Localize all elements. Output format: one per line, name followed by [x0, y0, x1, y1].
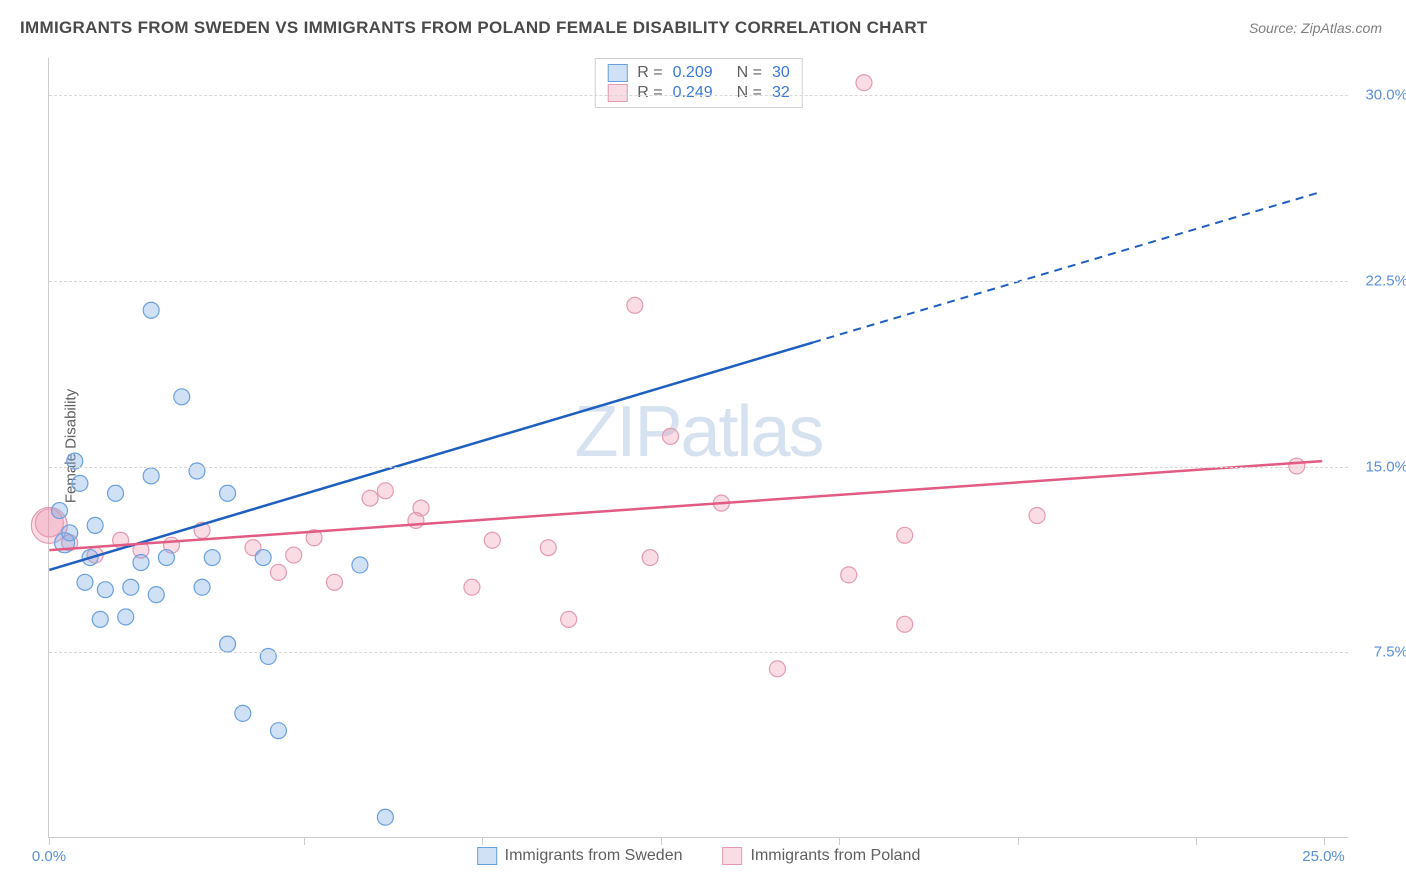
scatter-point-sweden — [235, 705, 251, 721]
r-label: R = — [637, 64, 662, 82]
scatter-point-poland — [769, 661, 785, 677]
scatter-point-sweden — [97, 582, 113, 598]
scatter-point-sweden — [174, 389, 190, 405]
scatter-point-poland — [856, 75, 872, 91]
n-label: N = — [737, 64, 762, 82]
x-tick — [1324, 837, 1325, 845]
scatter-point-sweden — [123, 579, 139, 595]
scatter-point-sweden — [260, 648, 276, 664]
trendline-sweden-dashed — [813, 192, 1322, 343]
scatter-point-sweden — [87, 517, 103, 533]
legend-label-sweden: Immigrants from Sweden — [505, 847, 683, 865]
swatch-sweden — [607, 64, 627, 82]
scatter-point-sweden — [158, 550, 174, 566]
scatter-point-sweden — [133, 555, 149, 571]
scatter-point-sweden — [220, 485, 236, 501]
scatter-point-sweden — [92, 611, 108, 627]
n-value-poland: 32 — [772, 84, 790, 102]
y-tick-label: 15.0% — [1365, 458, 1406, 475]
scatter-point-sweden — [52, 503, 68, 519]
scatter-point-sweden — [148, 587, 164, 603]
x-tick — [839, 837, 840, 845]
series-legend: Immigrants from Sweden Immigrants from P… — [477, 847, 921, 865]
x-tick — [661, 837, 662, 845]
swatch-poland — [723, 847, 743, 865]
chart-svg — [49, 58, 1348, 837]
trendline-sweden-solid — [49, 342, 813, 570]
gridline-h — [49, 95, 1348, 96]
n-value-sweden: 30 — [772, 64, 790, 82]
scatter-point-poland — [326, 574, 342, 590]
scatter-point-sweden — [194, 579, 210, 595]
scatter-point-sweden — [204, 550, 220, 566]
swatch-sweden — [477, 847, 497, 865]
scatter-point-sweden — [118, 609, 134, 625]
scatter-point-poland — [464, 579, 480, 595]
y-tick-label: 30.0% — [1365, 87, 1406, 104]
scatter-point-sweden — [352, 557, 368, 573]
gridline-h — [49, 281, 1348, 282]
x-tick — [304, 837, 305, 845]
scatter-point-poland — [897, 527, 913, 543]
scatter-point-poland — [663, 428, 679, 444]
gridline-h — [49, 467, 1348, 468]
scatter-point-poland — [540, 540, 556, 556]
scatter-point-poland — [561, 611, 577, 627]
r-value-poland: 0.249 — [673, 84, 713, 102]
scatter-point-poland — [377, 483, 393, 499]
correlation-legend: R = 0.209 N = 30 R = 0.249 N = 32 — [594, 58, 803, 108]
source-attribution: Source: ZipAtlas.com — [1249, 20, 1382, 36]
scatter-point-sweden — [77, 574, 93, 590]
scatter-point-poland — [1029, 508, 1045, 524]
scatter-point-poland — [484, 532, 500, 548]
chart-title: IMMIGRANTS FROM SWEDEN VS IMMIGRANTS FRO… — [20, 18, 928, 38]
x-tick — [49, 837, 50, 845]
scatter-point-sweden — [189, 463, 205, 479]
scatter-point-sweden — [143, 302, 159, 318]
y-tick-label: 7.5% — [1374, 644, 1406, 661]
scatter-point-poland — [270, 564, 286, 580]
x-tick-label: 25.0% — [1302, 848, 1345, 865]
scatter-point-poland — [413, 500, 429, 516]
scatter-point-poland — [841, 567, 857, 583]
y-tick-label: 22.5% — [1365, 272, 1406, 289]
x-tick — [1196, 837, 1197, 845]
x-tick-label: 0.0% — [32, 848, 66, 865]
scatter-point-poland — [897, 616, 913, 632]
gridline-h — [49, 652, 1348, 653]
n-label: N = — [737, 84, 762, 102]
legend-item-poland: Immigrants from Poland — [723, 847, 921, 865]
trendline-poland — [49, 461, 1322, 550]
scatter-point-sweden — [255, 550, 271, 566]
x-tick — [482, 837, 483, 845]
scatter-point-poland — [286, 547, 302, 563]
scatter-point-sweden — [220, 636, 236, 652]
legend-item-sweden: Immigrants from Sweden — [477, 847, 683, 865]
scatter-point-sweden — [108, 485, 124, 501]
legend-row-sweden: R = 0.209 N = 30 — [607, 63, 790, 83]
legend-label-poland: Immigrants from Poland — [751, 847, 921, 865]
scatter-point-sweden — [72, 475, 88, 491]
scatter-point-sweden — [62, 525, 78, 541]
r-label: R = — [637, 84, 662, 102]
plot-area: ZIPatlas R = 0.209 N = 30 R = 0.249 N = … — [48, 58, 1348, 838]
swatch-poland — [607, 84, 627, 102]
scatter-point-poland — [642, 550, 658, 566]
r-value-sweden: 0.209 — [673, 64, 713, 82]
x-tick — [1018, 837, 1019, 845]
legend-row-poland: R = 0.249 N = 32 — [607, 83, 790, 103]
scatter-point-sweden — [143, 468, 159, 484]
scatter-point-poland — [627, 297, 643, 313]
scatter-point-poland — [362, 490, 378, 506]
scatter-point-sweden — [270, 723, 286, 739]
scatter-point-sweden — [377, 809, 393, 825]
